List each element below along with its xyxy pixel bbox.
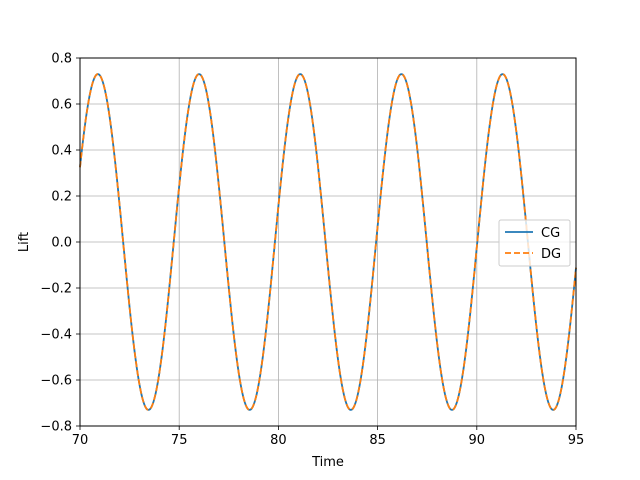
x-tick-label: 80 xyxy=(270,433,287,448)
series-layer xyxy=(79,73,577,411)
x-tick-label: 95 xyxy=(568,433,585,448)
x-tick-label: 70 xyxy=(72,433,89,448)
legend: CG DG xyxy=(498,219,571,267)
series-line-cg xyxy=(79,73,577,411)
y-tick-label: −0.4 xyxy=(40,328,72,343)
y-tick-label: 0.4 xyxy=(51,144,72,159)
y-tick-label: −0.6 xyxy=(40,374,72,389)
y-tick-label: −0.2 xyxy=(40,282,72,297)
y-tick-label: 0.0 xyxy=(51,236,72,251)
legend-label-dg: DG xyxy=(541,247,561,262)
y-tick-label: −0.8 xyxy=(40,420,72,435)
y-tick-label: 0.2 xyxy=(51,190,72,205)
x-tick-label: 90 xyxy=(469,433,486,448)
x-tick-label: 85 xyxy=(369,433,386,448)
y-tick-label: 0.6 xyxy=(51,98,72,113)
legend-label-cg: CG xyxy=(541,226,560,241)
ticks: 70 75 80 85 90 95 −0.8 −0.6 −0.4 −0.2 0.0 0.2 0.4 0.6… xyxy=(40,52,584,449)
y-tick-label: 0.8 xyxy=(51,52,72,67)
x-tick-label: 75 xyxy=(171,433,188,448)
y-axis-label: Lift xyxy=(17,232,32,252)
x-axis-label: Time xyxy=(311,455,344,470)
